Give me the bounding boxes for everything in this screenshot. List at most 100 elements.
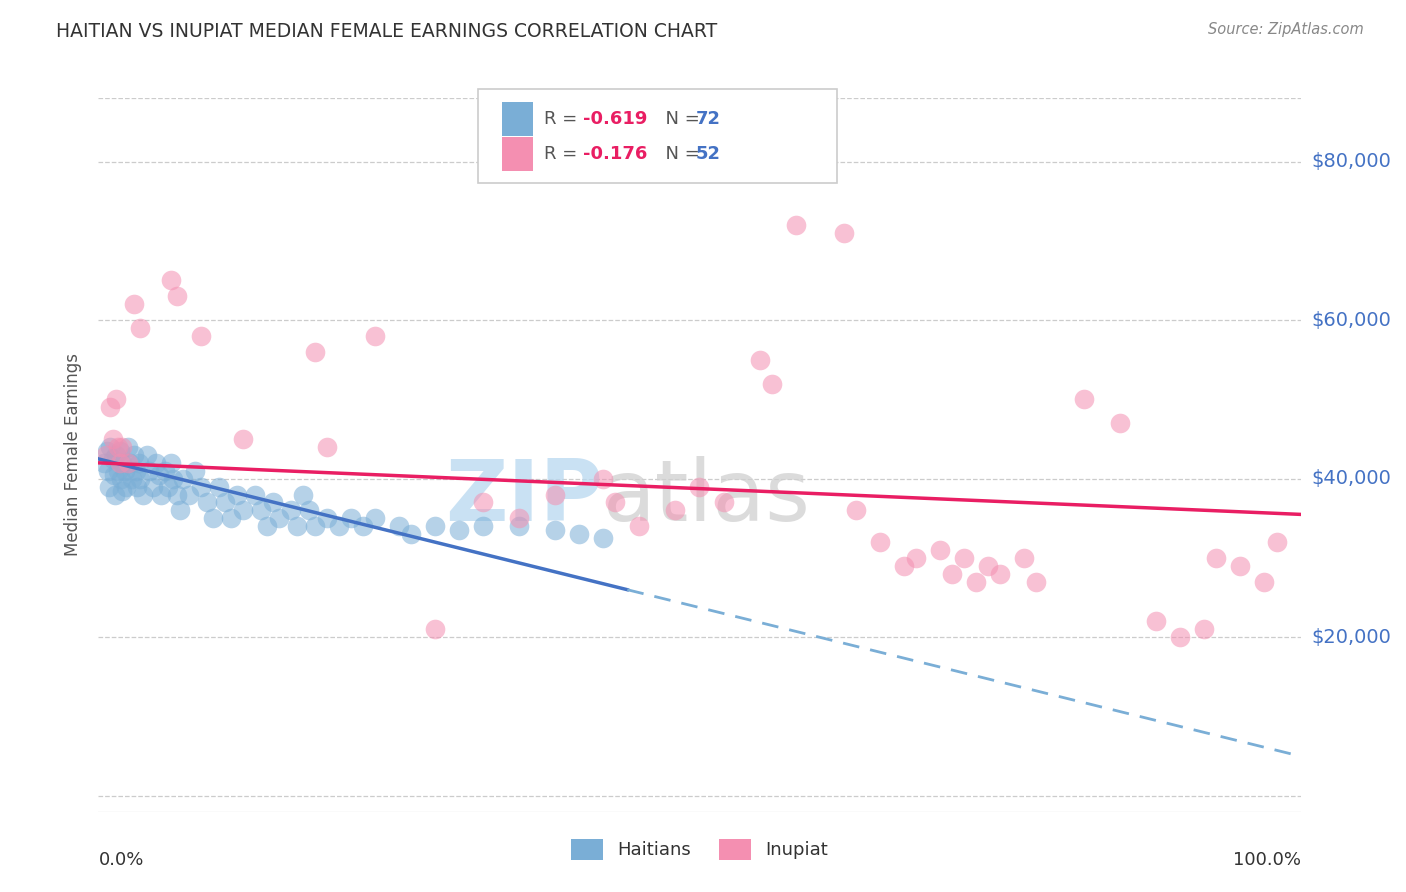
Text: HAITIAN VS INUPIAT MEDIAN FEMALE EARNINGS CORRELATION CHART: HAITIAN VS INUPIAT MEDIAN FEMALE EARNING… xyxy=(56,22,717,41)
Point xyxy=(388,519,411,533)
Point xyxy=(423,519,446,533)
Point xyxy=(159,456,181,470)
Text: $20,000: $20,000 xyxy=(1312,628,1392,647)
Point xyxy=(105,448,128,462)
Point xyxy=(1253,574,1275,589)
Point xyxy=(100,440,122,454)
Point xyxy=(1205,551,1227,566)
Point xyxy=(1144,615,1167,629)
Point xyxy=(988,566,1011,581)
Point xyxy=(508,511,530,525)
Point xyxy=(103,467,125,482)
Point xyxy=(219,511,242,525)
Point xyxy=(101,432,124,446)
Point xyxy=(1170,630,1192,644)
Point xyxy=(243,487,266,501)
Point xyxy=(315,511,337,525)
Point xyxy=(157,480,180,494)
Point xyxy=(1265,535,1288,549)
Point xyxy=(304,519,326,533)
Point xyxy=(132,487,155,501)
Point xyxy=(117,456,139,470)
Point xyxy=(105,392,128,407)
Point xyxy=(472,495,495,509)
Point xyxy=(232,503,254,517)
Point xyxy=(256,519,278,533)
Point xyxy=(364,329,387,343)
Point xyxy=(605,495,627,509)
Point xyxy=(928,543,950,558)
Point xyxy=(148,467,170,482)
Point xyxy=(508,519,530,533)
Point xyxy=(423,623,446,637)
Point xyxy=(298,503,321,517)
Text: $80,000: $80,000 xyxy=(1312,152,1392,171)
Text: ZIP: ZIP xyxy=(446,456,603,540)
Point xyxy=(104,487,127,501)
Text: 72: 72 xyxy=(696,110,721,128)
Y-axis label: Median Female Earnings: Median Female Earnings xyxy=(65,353,83,557)
Point xyxy=(107,464,129,478)
Point xyxy=(108,456,131,470)
Point xyxy=(280,503,302,517)
Point xyxy=(125,464,148,478)
Point xyxy=(965,574,987,589)
Point xyxy=(107,440,129,454)
Point xyxy=(845,503,868,517)
Point xyxy=(285,519,308,533)
Text: R =: R = xyxy=(544,110,583,128)
Point xyxy=(869,535,891,549)
Point xyxy=(93,456,115,470)
Point xyxy=(748,352,770,367)
Text: Source: ZipAtlas.com: Source: ZipAtlas.com xyxy=(1208,22,1364,37)
Point xyxy=(190,329,212,343)
Point xyxy=(121,472,143,486)
Point xyxy=(304,344,326,359)
Point xyxy=(177,487,200,501)
Point xyxy=(592,531,614,545)
Point xyxy=(232,432,254,446)
Point xyxy=(169,503,191,517)
Point xyxy=(544,487,567,501)
Point xyxy=(111,440,134,454)
Point xyxy=(291,487,314,501)
Point xyxy=(713,495,735,509)
Point xyxy=(128,456,150,470)
Point xyxy=(664,503,686,517)
Point xyxy=(340,511,363,525)
Point xyxy=(785,218,807,232)
Point xyxy=(832,226,855,240)
Point xyxy=(225,487,247,501)
Text: $60,000: $60,000 xyxy=(1312,310,1392,330)
Point xyxy=(125,480,148,494)
Point xyxy=(267,511,290,525)
Point xyxy=(111,456,134,470)
Point xyxy=(628,519,651,533)
Point xyxy=(315,440,337,454)
Point xyxy=(129,321,152,335)
Text: 52: 52 xyxy=(696,145,721,163)
Point xyxy=(904,551,927,566)
Point xyxy=(124,448,146,462)
Point xyxy=(352,519,374,533)
Point xyxy=(129,472,152,486)
Point xyxy=(1194,623,1216,637)
Point xyxy=(124,297,146,311)
Text: atlas: atlas xyxy=(603,456,811,540)
Text: R =: R = xyxy=(544,145,583,163)
Point xyxy=(977,558,1000,573)
Text: -0.176: -0.176 xyxy=(583,145,648,163)
Point xyxy=(208,480,231,494)
Point xyxy=(592,472,614,486)
Point xyxy=(114,464,136,478)
Point xyxy=(166,289,188,303)
Point xyxy=(159,273,181,287)
Text: N =: N = xyxy=(654,110,706,128)
Point xyxy=(399,527,422,541)
Text: -0.619: -0.619 xyxy=(583,110,648,128)
Point xyxy=(149,487,172,501)
Point xyxy=(1073,392,1095,407)
Point xyxy=(172,472,194,486)
Point xyxy=(138,464,160,478)
Point xyxy=(1229,558,1251,573)
